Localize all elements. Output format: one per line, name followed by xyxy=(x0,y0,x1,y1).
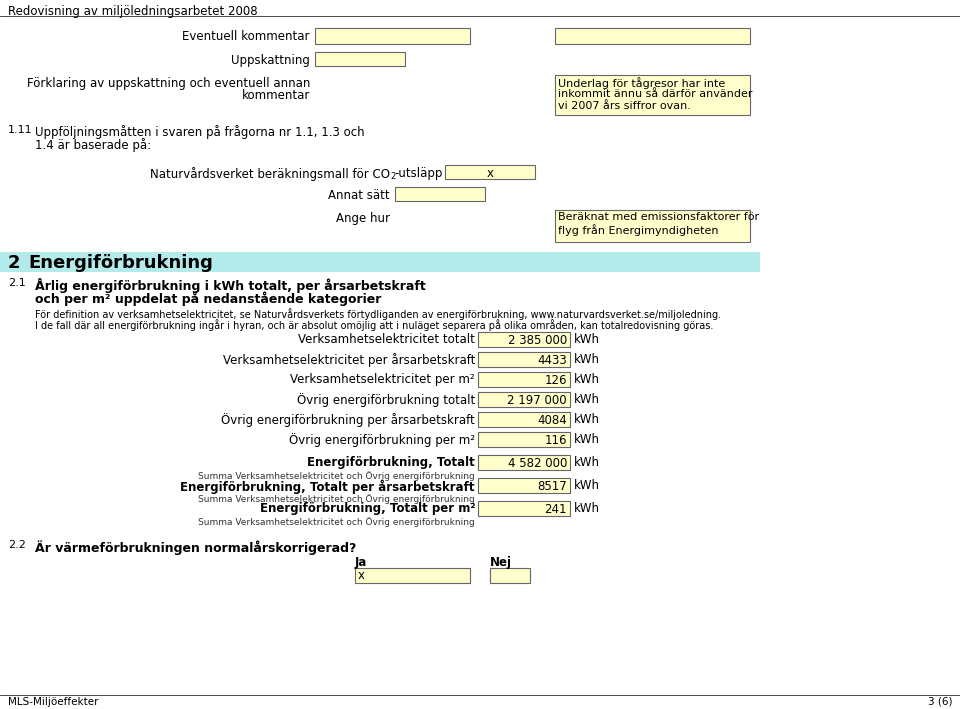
Text: Summa Verksamhetselektricitet och Övrig energiförbrukning: Summa Verksamhetselektricitet och Övrig … xyxy=(199,471,475,481)
Text: Är värmeförbrukningen normalårskorrigerad?: Är värmeförbrukningen normalårskorrigera… xyxy=(35,540,356,554)
Text: Uppskattning: Uppskattning xyxy=(231,54,310,67)
Text: 2.2: 2.2 xyxy=(8,540,26,550)
Text: Summa Verksamhetselektricitet och Övrig energiförbrukning: Summa Verksamhetselektricitet och Övrig … xyxy=(199,494,475,504)
Bar xyxy=(0,252,760,272)
Text: 116: 116 xyxy=(544,434,567,447)
Text: kWh: kWh xyxy=(574,456,600,469)
Text: 4 582 000: 4 582 000 xyxy=(508,457,567,470)
Text: 2: 2 xyxy=(390,172,396,181)
Text: Annat sätt: Annat sätt xyxy=(328,189,390,202)
Bar xyxy=(478,432,570,447)
Text: 1.11: 1.11 xyxy=(8,125,33,135)
Bar xyxy=(490,568,530,583)
Text: Summa Verksamhetselektricitet och Övrig energiförbrukning: Summa Verksamhetselektricitet och Övrig … xyxy=(199,517,475,527)
Text: kWh: kWh xyxy=(574,373,600,386)
Text: 8517: 8517 xyxy=(538,480,567,493)
Text: Underlag för tågresor har inte: Underlag för tågresor har inte xyxy=(558,77,725,89)
Text: och per m² uppdelat på nedanstående kategorier: och per m² uppdelat på nedanstående kate… xyxy=(35,291,381,306)
Text: 3 (6): 3 (6) xyxy=(927,697,952,707)
Text: inkommit ännu så därför använder: inkommit ännu så därför använder xyxy=(558,89,753,99)
Text: 2.1: 2.1 xyxy=(8,278,26,288)
Bar xyxy=(478,352,570,367)
Text: x: x xyxy=(487,167,493,180)
Bar xyxy=(478,455,570,470)
Text: vi 2007 års siffror ovan.: vi 2007 års siffror ovan. xyxy=(558,101,691,111)
Text: 241: 241 xyxy=(544,503,567,516)
Text: 126: 126 xyxy=(544,374,567,387)
Text: kWh: kWh xyxy=(574,433,600,446)
Text: kWh: kWh xyxy=(574,353,600,366)
Text: Verksamhetselektricitet per årsarbetskraft: Verksamhetselektricitet per årsarbetskra… xyxy=(223,353,475,367)
Text: Energiförbrukning: Energiförbrukning xyxy=(28,254,213,272)
Bar xyxy=(555,210,750,242)
Text: Verksamhetselektricitet per m²: Verksamhetselektricitet per m² xyxy=(290,373,475,386)
Text: För definition av verksamhetselektricitet, se Naturvårdsverkets förtydliganden a: För definition av verksamhetselektricite… xyxy=(35,308,721,320)
Text: Årlig energiförbrukning i kWh totalt, per årsarbetskraft: Årlig energiförbrukning i kWh totalt, pe… xyxy=(35,278,425,293)
Text: 2 197 000: 2 197 000 xyxy=(508,394,567,407)
Bar xyxy=(555,28,750,44)
Text: Förklaring av uppskattning och eventuell annan: Förklaring av uppskattning och eventuell… xyxy=(27,77,310,90)
Text: Energiförbrukning, Totalt: Energiförbrukning, Totalt xyxy=(307,456,475,469)
Text: Energiförbrukning, Totalt per m²: Energiförbrukning, Totalt per m² xyxy=(259,502,475,515)
Text: I de fall där all energiförbrukning ingår i hyran, och är absolut omöjlig att i : I de fall där all energiförbrukning ingå… xyxy=(35,319,713,331)
Bar xyxy=(478,501,570,516)
Text: kWh: kWh xyxy=(574,393,600,406)
Text: Övrig energiförbrukning totalt: Övrig energiförbrukning totalt xyxy=(297,393,475,407)
Text: kWh: kWh xyxy=(574,502,600,515)
Text: kWh: kWh xyxy=(574,413,600,426)
Text: Redovisning av miljöledningsarbetet 2008: Redovisning av miljöledningsarbetet 2008 xyxy=(8,5,257,18)
Text: Övrig energiförbrukning per m²: Övrig energiförbrukning per m² xyxy=(289,433,475,447)
Text: Verksamhetselektricitet totalt: Verksamhetselektricitet totalt xyxy=(299,333,475,346)
Text: kommentar: kommentar xyxy=(242,89,310,102)
Text: 2: 2 xyxy=(8,254,20,272)
Text: Naturvårdsverket beräkningsmall för CO: Naturvårdsverket beräkningsmall för CO xyxy=(150,167,390,181)
Text: x: x xyxy=(358,569,365,582)
Bar xyxy=(478,372,570,387)
Bar xyxy=(478,478,570,493)
Bar xyxy=(395,187,485,201)
Bar xyxy=(315,52,405,66)
Text: MLS-Miljöeffekter: MLS-Miljöeffekter xyxy=(8,697,99,707)
Text: Nej: Nej xyxy=(490,556,512,569)
Text: kWh: kWh xyxy=(574,333,600,346)
Text: Eventuell kommentar: Eventuell kommentar xyxy=(182,30,310,43)
Text: Övrig energiförbrukning per årsarbetskraft: Övrig energiförbrukning per årsarbetskra… xyxy=(221,413,475,427)
Text: Energiförbrukning, Totalt per årsarbetskraft: Energiförbrukning, Totalt per årsarbetsk… xyxy=(180,479,475,493)
Text: kWh: kWh xyxy=(574,479,600,492)
Text: flyg från Energimyndigheten: flyg från Energimyndigheten xyxy=(558,224,718,236)
Text: 4433: 4433 xyxy=(538,354,567,367)
Bar xyxy=(478,392,570,407)
Text: Beräknat med emissionsfaktorer för: Beräknat med emissionsfaktorer för xyxy=(558,212,759,222)
Text: -utsläpp: -utsläpp xyxy=(394,167,443,180)
Text: 4084: 4084 xyxy=(538,414,567,427)
Text: Ange hur: Ange hur xyxy=(336,212,390,225)
Text: Uppföljningsmåtten i svaren på frågorna nr 1.1, 1.3 och: Uppföljningsmåtten i svaren på frågorna … xyxy=(35,125,365,139)
Bar xyxy=(315,28,470,44)
Text: Ja: Ja xyxy=(355,556,368,569)
Bar xyxy=(478,332,570,347)
Bar xyxy=(555,75,750,115)
Bar xyxy=(355,568,470,583)
Text: 2 385 000: 2 385 000 xyxy=(508,334,567,347)
Bar xyxy=(445,165,535,179)
Text: 1.4 är baserade på:: 1.4 är baserade på: xyxy=(35,138,151,152)
Bar xyxy=(478,412,570,427)
